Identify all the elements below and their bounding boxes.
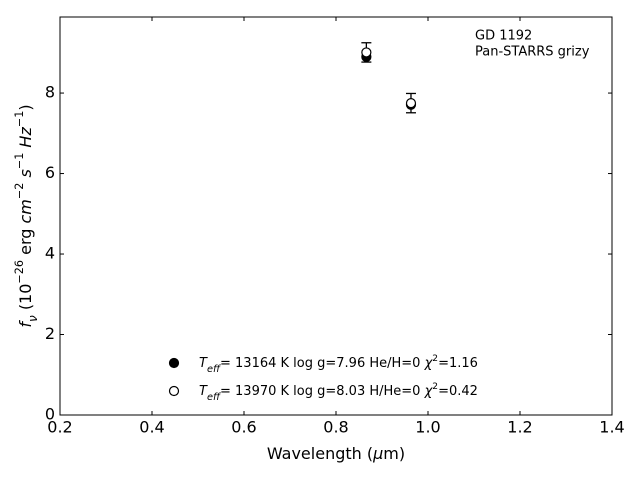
x-tick-label: 0.8 xyxy=(323,418,348,437)
y-tick-label: 4 xyxy=(45,244,55,263)
x-tick-label: 1.0 xyxy=(415,418,440,437)
y-tick-label: 6 xyxy=(45,163,55,182)
x-tick-label: 1.2 xyxy=(507,418,532,437)
x-tick-label: 0.6 xyxy=(231,418,256,437)
legend-label: Teff= 13970 K log g=8.03 H/He=0 χ2=0.42 xyxy=(199,382,478,403)
y-axis-label: fν (10−26 erg cm−2 s−1 Hz−1) xyxy=(13,104,40,327)
y-tick-label: 2 xyxy=(45,324,55,343)
x-axis-label: Wavelength (μm) xyxy=(267,444,405,463)
legend-marker xyxy=(168,357,180,369)
legend-label: Teff= 13164 K log g=7.96 He/H=0 χ2=1.16 xyxy=(199,354,478,375)
data-point xyxy=(405,98,417,109)
annotation: GD 1192 xyxy=(475,29,532,44)
x-tick-label: 0.2 xyxy=(47,418,72,437)
x-tick-label: 1.4 xyxy=(599,418,624,437)
y-tick-label: 8 xyxy=(45,83,55,102)
x-tick-label: 0.4 xyxy=(139,418,164,437)
data-point xyxy=(361,47,372,58)
annotation: Pan-STARRS grizy xyxy=(475,45,590,60)
legend-marker xyxy=(168,385,180,397)
y-tick-label: 0 xyxy=(45,405,55,424)
